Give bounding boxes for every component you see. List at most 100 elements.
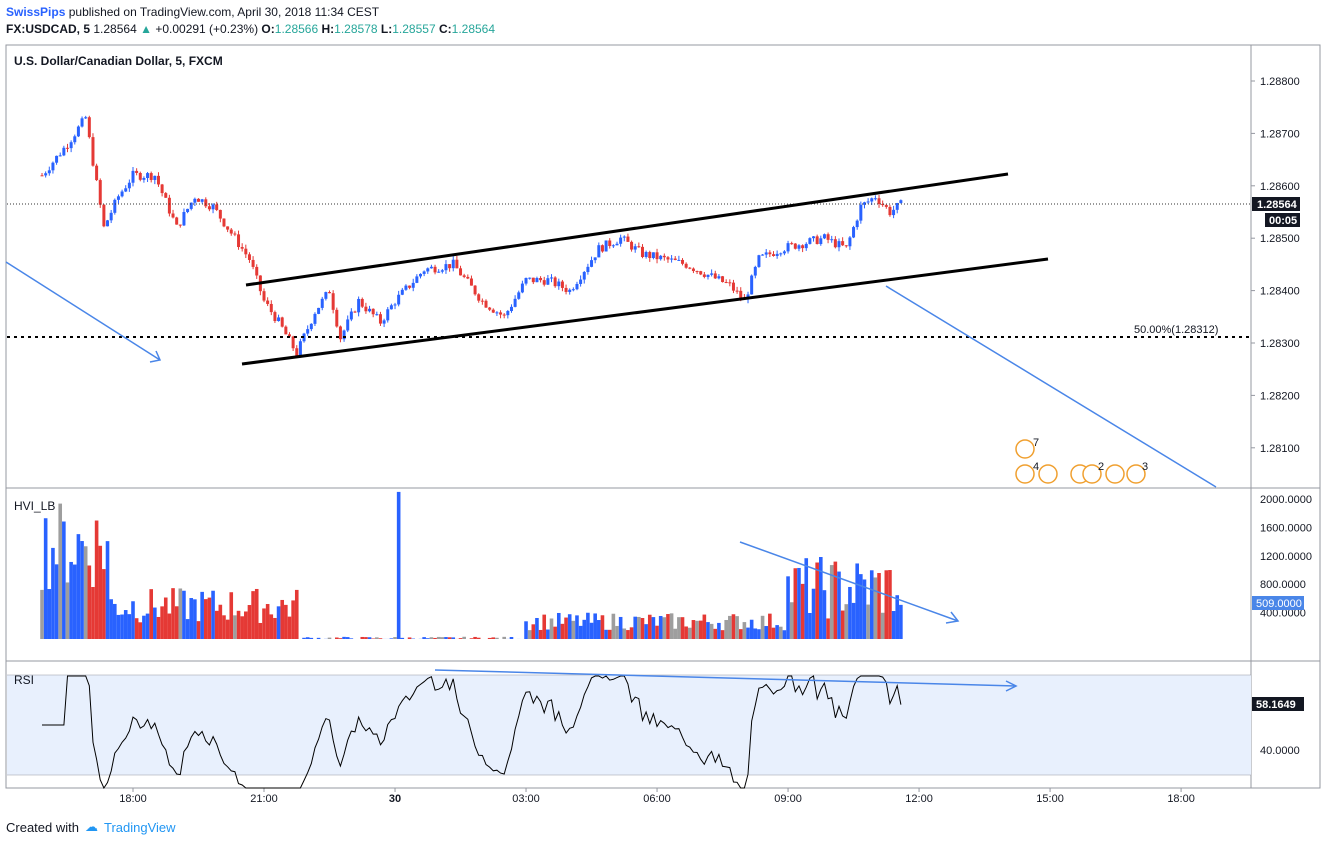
time-tick-label: 03:00	[512, 793, 540, 805]
volume-bar	[280, 599, 285, 639]
ca-flag-icon[interactable]	[1015, 464, 1035, 484]
candle-body	[884, 205, 888, 207]
volume-bar	[58, 503, 63, 639]
volume-bar	[742, 622, 747, 639]
volume-bar	[273, 617, 277, 639]
volume-bar	[469, 638, 474, 639]
volume-bar	[786, 576, 790, 639]
candle-body	[164, 193, 168, 198]
volume-bar	[287, 616, 292, 639]
candle-body	[775, 253, 779, 256]
volume-bar	[342, 636, 346, 639]
arrowhead-icon	[149, 350, 162, 363]
candle-body	[247, 254, 251, 260]
candle-body	[677, 259, 681, 261]
volume-bar	[156, 616, 161, 639]
candle-body	[586, 266, 590, 273]
author-link[interactable]: SwissPips	[6, 5, 66, 19]
candle-body	[520, 283, 524, 293]
candle-body	[451, 259, 455, 269]
candle-body	[888, 206, 892, 216]
volume-bar	[294, 589, 299, 639]
candle-body	[197, 198, 201, 202]
volume-bar	[258, 622, 263, 639]
candle-body	[855, 220, 859, 228]
us-flag-icon[interactable]	[1038, 464, 1058, 484]
candle-body	[255, 266, 259, 276]
candle-body	[386, 309, 390, 321]
candle-body	[375, 314, 379, 316]
candle-body	[513, 298, 517, 307]
tradingview-link[interactable]: TradingView	[103, 819, 176, 835]
candle-body	[899, 200, 903, 204]
tradingview-logo-icon[interactable]: ☁	[84, 819, 98, 834]
us-flag-icon[interactable]	[1015, 439, 1035, 459]
candle-body	[389, 305, 393, 310]
candle-body	[193, 198, 197, 203]
us-flag-icon[interactable]	[1126, 464, 1146, 484]
price-axis[interactable]: 1.28800 1.28700 1.28600 1.28500 1.28400 1.283…	[1251, 76, 1300, 455]
volume-bar	[51, 547, 55, 639]
candle-body	[40, 175, 44, 177]
candle-body	[750, 275, 754, 295]
volume-bar	[866, 604, 870, 639]
volume-bar	[760, 615, 765, 639]
volume-bar	[753, 628, 758, 639]
volume-bar	[600, 615, 605, 639]
candle-body	[648, 251, 652, 259]
volume-bar	[338, 638, 343, 639]
channel-lower-line[interactable]	[241, 257, 1049, 366]
candle-body	[186, 208, 190, 213]
downtrend-arrow-left[interactable]	[5, 261, 161, 361]
candle-body	[633, 246, 637, 250]
volume-bar	[564, 617, 568, 639]
volume-bar	[72, 564, 77, 639]
candle-body	[611, 245, 615, 247]
candle-body	[171, 213, 175, 218]
economic-events[interactable]: 7 4 2 3	[1015, 437, 1148, 484]
volume-bar	[167, 613, 172, 639]
candle-body	[160, 184, 164, 194]
candle-body	[590, 260, 594, 267]
candle-body	[644, 251, 648, 257]
candle-body	[360, 298, 364, 307]
volume-trend-arrow[interactable]	[739, 541, 959, 622]
volume-bar	[364, 637, 368, 639]
candle-body	[146, 173, 150, 179]
candle-body	[699, 271, 703, 275]
arrowhead-icon	[945, 611, 960, 624]
candle-body	[204, 199, 208, 207]
volume-axis[interactable]: 2000.0000 1600.0000 1200.0000 800.0000 400.0…	[1260, 494, 1312, 620]
volume-bar	[793, 568, 798, 639]
volume-bar	[888, 570, 892, 639]
volume-bar	[87, 565, 92, 639]
rsi-divergence-arrow[interactable]	[434, 669, 1017, 687]
candle-body	[368, 308, 372, 312]
channel-upper-line[interactable]	[245, 172, 1009, 287]
rsi-line	[42, 675, 902, 790]
volume-bar	[105, 541, 110, 639]
candle-body	[346, 319, 350, 331]
us-flag-icon[interactable]	[1082, 464, 1102, 484]
volume-bar	[615, 625, 619, 639]
projection-arrow[interactable]	[885, 285, 1217, 488]
candle-body	[870, 198, 874, 202]
volume-bar	[677, 617, 681, 639]
candle-body	[109, 212, 113, 221]
volume-bar	[629, 627, 634, 639]
candle-body	[622, 236, 626, 238]
main-pane-title: U.S. Dollar/Canadian Dollar, 5, FXCM	[14, 54, 223, 68]
volume-bar	[349, 638, 354, 639]
candle-body	[542, 280, 546, 285]
ohlc-legend: FX:USDCAD, 5 1.28564 ▲ +0.00291 (+0.23%)…	[6, 22, 495, 36]
time-axis[interactable]: 18:00 21:00 30 03:00 06:00 09:00 12:00 15:00 18:…	[119, 788, 1195, 805]
candle-body	[95, 165, 99, 181]
candle-body	[371, 308, 375, 315]
candle-body	[338, 326, 342, 340]
candle-body	[233, 233, 237, 235]
open-value: 1.28566	[274, 22, 319, 36]
candle-body	[600, 245, 604, 252]
us-flag-icon[interactable]	[1105, 464, 1125, 484]
volume-bar	[662, 617, 667, 639]
